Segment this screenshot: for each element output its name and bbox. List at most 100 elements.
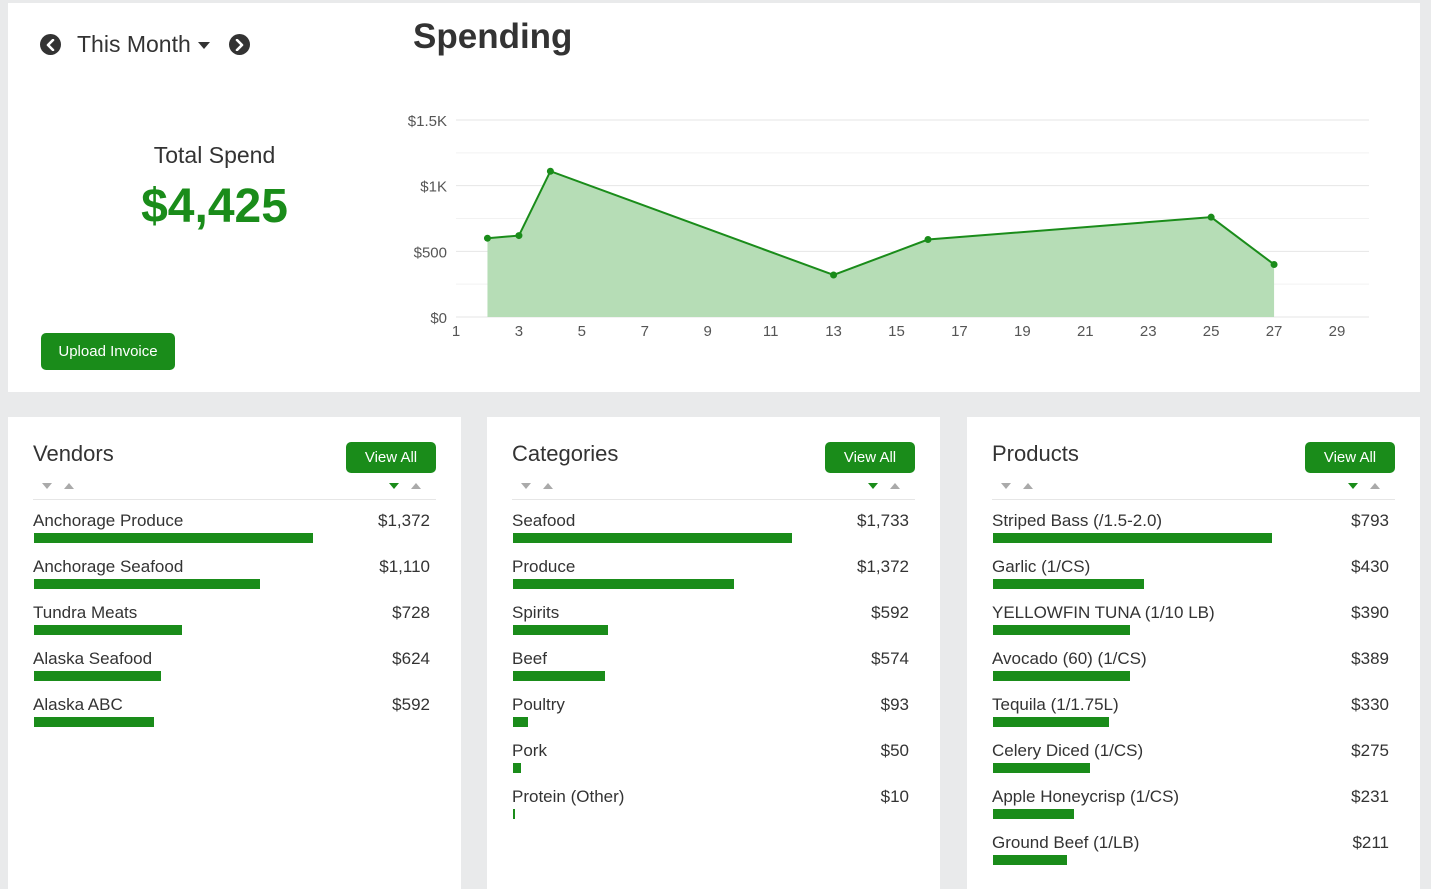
item-name: Celery Diced (1/CS) [992,741,1144,760]
y-tick-label: $1.5K [408,113,447,130]
data-point [924,236,932,244]
caret-down-icon [197,42,210,49]
list-item[interactable]: Celery Diced (1/CS) $275 [992,741,1389,787]
data-point [515,232,523,240]
sort-asc-icon[interactable] [64,483,74,489]
item-bar [513,579,734,589]
item-bar [993,717,1109,727]
name-sort-controls [521,483,553,489]
products-view-all-button[interactable]: View All [1305,442,1395,473]
item-value: $1,110 [379,557,430,576]
item-bar [34,717,154,727]
spending-summary-panel: This Month Total Spend $4,425 Upload Inv… [8,3,1420,392]
list-item[interactable]: Pork $50 [512,741,909,787]
data-point [830,271,838,279]
item-name: Seafood [512,511,576,530]
item-bar [513,763,521,773]
name-sort-controls [42,483,74,489]
item-bar [34,625,182,635]
sort-asc-icon[interactable] [890,483,900,489]
x-tick-label: 21 [1077,323,1094,340]
sort-desc-icon[interactable] [868,483,878,489]
divider [512,499,915,500]
item-name: Spirits [512,603,560,622]
item-name: Beef [512,649,547,668]
period-dropdown[interactable]: This Month [77,31,210,58]
x-tick-label: 1 [452,323,460,340]
item-value: $275 [1351,741,1389,760]
vendors-list: Anchorage Produce $1,372 Anchorage Seafood… [33,511,430,741]
next-period-button[interactable] [228,34,250,55]
list-item[interactable]: Protein (Other) $10 [512,787,909,833]
item-value: $793 [1351,511,1389,530]
list-item[interactable]: Anchorage Produce $1,372 [33,511,430,557]
categories-list: Seafood $1,733 Produce $1,372 Spirits $592 Bee… [512,511,909,833]
item-name: Garlic (1/CS) [992,557,1091,576]
sort-desc-icon[interactable] [521,483,531,489]
x-tick-label: 13 [825,323,842,340]
upload-invoice-button[interactable]: Upload Invoice [41,333,175,370]
x-tick-label: 3 [515,323,523,340]
item-bar [513,625,608,635]
item-value: $390 [1351,603,1389,622]
list-item[interactable]: Spirits $592 [512,603,909,649]
x-tick-label: 19 [1014,323,1031,340]
list-item[interactable]: YELLOWFIN TUNA (1/10 LB) $390 [992,603,1389,649]
list-item[interactable]: Alaska ABC $592 [33,695,430,741]
list-item[interactable]: Seafood $1,733 [512,511,909,557]
prev-period-button[interactable] [40,34,61,55]
vendors-view-all-button[interactable]: View All [346,442,436,473]
list-item[interactable]: Beef $574 [512,649,909,695]
products-panel: Products View All Striped Bass (/1.5-2.0… [967,417,1420,889]
list-item[interactable]: Tundra Meats $728 [33,603,430,649]
sort-asc-icon[interactable] [411,483,421,489]
item-bar [993,533,1272,543]
list-item[interactable]: Ground Beef (1/LB) $211 [992,833,1389,879]
series-area [487,171,1275,317]
item-name: Tundra Meats [33,603,138,622]
item-value: $330 [1351,695,1389,714]
products-title: Products [992,441,1079,466]
products-list: Striped Bass (/1.5-2.0) $793 Garlic (1/CS)… [992,511,1389,879]
item-value: $389 [1351,649,1389,668]
sort-desc-icon[interactable] [1001,483,1011,489]
list-item[interactable]: Striped Bass (/1.5-2.0) $793 [992,511,1389,557]
sort-desc-icon[interactable] [1348,483,1358,489]
item-name: Alaska ABC [33,695,123,714]
y-tick-label: $0 [430,310,447,327]
item-value: $592 [871,603,909,622]
x-tick-label: 29 [1329,323,1346,340]
x-tick-label: 15 [888,323,905,340]
period-label: This Month [77,31,191,57]
list-item[interactable]: Avocado (60) (1/CS) $389 [992,649,1389,695]
item-value: $1,733 [857,511,909,530]
item-name: Avocado (60) (1/CS) [992,649,1147,668]
list-item[interactable]: Garlic (1/CS) $430 [992,557,1389,603]
vendors-panel: Vendors View All Anchorage Produce $1,372… [8,417,461,889]
categories-view-all-button[interactable]: View All [825,442,915,473]
item-bar [993,855,1067,865]
item-value: $574 [871,649,909,668]
list-item[interactable]: Produce $1,372 [512,557,909,603]
item-value: $1,372 [378,511,430,530]
sort-asc-icon[interactable] [543,483,553,489]
list-item[interactable]: Anchorage Seafood $1,110 [33,557,430,603]
list-item[interactable]: Apple Honeycrisp (1/CS) $231 [992,787,1389,833]
item-name: Produce [512,557,576,576]
item-value: $231 [1351,787,1389,806]
item-name: Poultry [512,695,565,714]
chevron-left-icon [46,38,54,51]
list-item[interactable]: Tequila (1/1.75L) $330 [992,695,1389,741]
item-name: Tequila (1/1.75L) [992,695,1119,714]
item-value: $624 [392,649,430,668]
x-tick-label: 11 [763,323,779,340]
item-bar [993,763,1090,773]
list-item[interactable]: Poultry $93 [512,695,909,741]
sort-asc-icon[interactable] [1370,483,1380,489]
data-point [1270,260,1278,268]
spending-chart: $0$500$1K$1.5K1 3 5 7 9 11 13 15 17 19 21 23 25 27 29 [408,113,1369,340]
sort-desc-icon[interactable] [389,483,399,489]
list-item[interactable]: Alaska Seafood $624 [33,649,430,695]
sort-desc-icon[interactable] [42,483,52,489]
sort-asc-icon[interactable] [1023,483,1033,489]
